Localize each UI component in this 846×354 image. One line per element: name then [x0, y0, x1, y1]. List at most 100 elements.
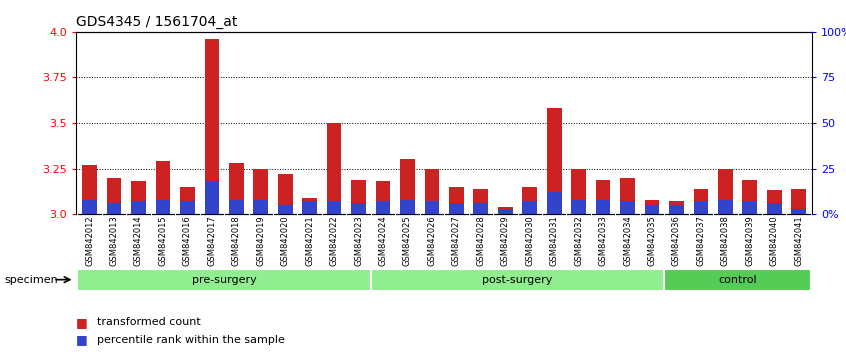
Bar	[743, 201, 757, 214]
Text: GSM842020: GSM842020	[281, 215, 289, 266]
Bar	[180, 201, 195, 214]
Text: GSM842027: GSM842027	[452, 215, 461, 266]
Bar	[474, 189, 488, 214]
Bar	[277, 205, 293, 214]
Bar	[254, 169, 268, 214]
Bar	[694, 189, 708, 214]
Text: GSM842014: GSM842014	[134, 215, 143, 266]
Text: GSM842036: GSM842036	[672, 215, 681, 266]
Text: GSM842034: GSM842034	[623, 215, 632, 266]
Bar	[229, 163, 244, 214]
Text: GSM842023: GSM842023	[354, 215, 363, 266]
Text: GSM842039: GSM842039	[745, 215, 755, 266]
Bar	[791, 189, 806, 214]
Text: transformed count: transformed count	[97, 317, 201, 327]
Bar	[327, 201, 342, 214]
Text: GSM842022: GSM842022	[330, 215, 338, 266]
Bar	[425, 201, 439, 214]
Bar	[718, 169, 733, 214]
Text: GSM842037: GSM842037	[696, 215, 706, 266]
Text: GSM842033: GSM842033	[599, 215, 607, 266]
FancyBboxPatch shape	[77, 268, 371, 291]
Bar	[107, 203, 121, 214]
Text: GSM842013: GSM842013	[109, 215, 118, 266]
Bar	[571, 200, 586, 214]
Bar	[743, 179, 757, 214]
Text: percentile rank within the sample: percentile rank within the sample	[97, 335, 285, 345]
Text: GSM842040: GSM842040	[770, 215, 779, 266]
Bar	[277, 174, 293, 214]
Text: GSM842015: GSM842015	[158, 215, 168, 266]
Bar	[205, 39, 219, 214]
Bar	[131, 201, 146, 214]
Bar	[376, 181, 390, 214]
Text: GSM842026: GSM842026	[427, 215, 437, 266]
Text: GSM842019: GSM842019	[256, 215, 266, 266]
Bar	[596, 200, 611, 214]
Bar	[620, 201, 634, 214]
Text: ■: ■	[76, 316, 88, 329]
Bar	[302, 198, 317, 214]
Bar	[400, 200, 415, 214]
Bar	[156, 161, 170, 214]
Text: GSM842030: GSM842030	[525, 215, 534, 266]
Bar	[547, 192, 562, 214]
Bar	[107, 178, 121, 214]
Bar	[669, 205, 684, 214]
Bar	[571, 169, 586, 214]
Bar	[547, 108, 562, 214]
Bar	[82, 165, 97, 214]
Text: control: control	[718, 275, 757, 285]
Bar	[156, 200, 170, 214]
Bar	[474, 203, 488, 214]
Text: GSM842035: GSM842035	[647, 215, 656, 266]
Text: GSM842031: GSM842031	[550, 215, 558, 266]
Bar	[498, 207, 513, 214]
Bar	[351, 179, 366, 214]
Text: GSM842017: GSM842017	[207, 215, 217, 266]
Bar	[498, 209, 513, 214]
Bar	[82, 200, 97, 214]
Text: GSM842021: GSM842021	[305, 215, 314, 266]
Bar	[180, 187, 195, 214]
Text: GSM842041: GSM842041	[794, 215, 803, 266]
Bar	[229, 200, 244, 214]
Text: GSM842032: GSM842032	[574, 215, 583, 266]
Bar	[669, 201, 684, 214]
Bar	[205, 181, 219, 214]
Bar	[131, 181, 146, 214]
Text: pre-surgery: pre-surgery	[192, 275, 256, 285]
Text: GSM842018: GSM842018	[232, 215, 241, 266]
Bar	[376, 201, 390, 214]
Bar	[425, 169, 439, 214]
Bar	[791, 209, 806, 214]
Text: GSM842028: GSM842028	[476, 215, 486, 266]
Text: GSM842029: GSM842029	[501, 215, 510, 266]
Text: GSM842024: GSM842024	[378, 215, 387, 266]
Bar	[449, 187, 464, 214]
FancyBboxPatch shape	[664, 268, 811, 291]
Bar	[449, 203, 464, 214]
Text: post-surgery: post-surgery	[482, 275, 552, 285]
Bar	[694, 201, 708, 214]
Text: ■: ■	[76, 333, 88, 346]
Bar	[645, 205, 659, 214]
Bar	[767, 203, 782, 214]
Bar	[302, 201, 317, 214]
Text: GSM842016: GSM842016	[183, 215, 192, 266]
Bar	[522, 201, 537, 214]
FancyBboxPatch shape	[371, 268, 664, 291]
Bar	[645, 200, 659, 214]
Bar	[254, 200, 268, 214]
Text: GSM842038: GSM842038	[721, 215, 730, 266]
Text: GSM842025: GSM842025	[403, 215, 412, 266]
Text: GSM842012: GSM842012	[85, 215, 94, 266]
Bar	[596, 179, 611, 214]
Bar	[718, 200, 733, 214]
Bar	[767, 190, 782, 214]
Bar	[620, 178, 634, 214]
Bar	[351, 203, 366, 214]
Text: GDS4345 / 1561704_at: GDS4345 / 1561704_at	[76, 16, 238, 29]
Bar	[400, 159, 415, 214]
Bar	[327, 123, 342, 214]
